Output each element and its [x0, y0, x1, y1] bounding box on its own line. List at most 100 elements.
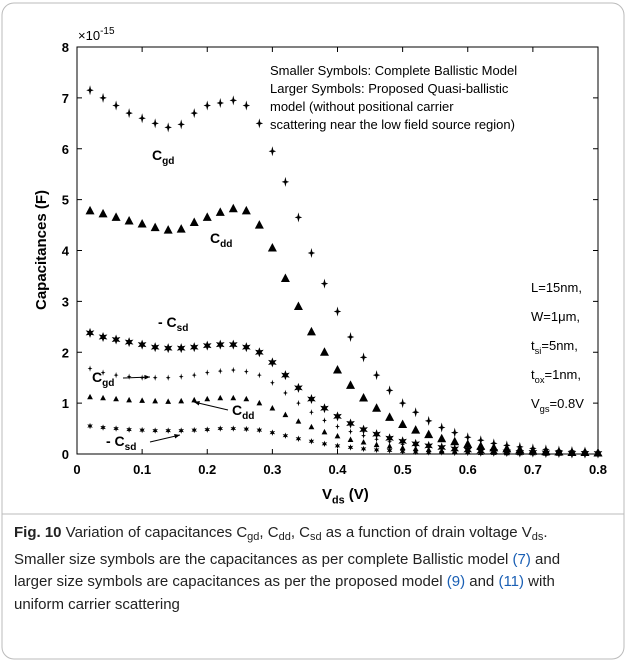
data-point — [359, 352, 368, 363]
data-point — [165, 427, 171, 434]
data-point — [412, 448, 419, 456]
data-point — [361, 432, 366, 439]
data-point — [124, 215, 134, 225]
data-point — [437, 422, 446, 433]
caption-link[interactable]: (9) — [446, 573, 466, 590]
data-point — [556, 450, 562, 458]
data-point — [451, 449, 458, 457]
data-point — [269, 405, 276, 411]
y-tick-label: 3 — [62, 294, 69, 309]
y-tick-label: 6 — [62, 142, 69, 157]
data-point — [217, 367, 223, 375]
data-point — [348, 428, 353, 435]
param-line-suffix: =1nm, — [545, 367, 582, 382]
data-point — [385, 385, 394, 396]
data-point — [216, 97, 225, 108]
data-point — [346, 418, 355, 429]
data-point — [241, 342, 251, 353]
data-point — [595, 450, 601, 458]
data-point — [359, 424, 368, 435]
x-axis-label-suffix: (V) — [345, 486, 369, 503]
data-point — [204, 395, 211, 402]
caption-plain: , C — [259, 524, 279, 541]
param-line: Vgs=0.8V — [531, 396, 584, 414]
data-point — [347, 444, 354, 451]
data-point — [269, 429, 276, 436]
data-point — [400, 441, 406, 448]
data-point — [230, 394, 237, 401]
data-point — [464, 432, 472, 443]
data-point — [347, 436, 354, 442]
data-point — [256, 371, 262, 379]
data-point — [137, 219, 147, 228]
data-point — [399, 444, 406, 451]
data-point — [189, 342, 199, 353]
curve-label: Cgd — [92, 369, 114, 389]
data-point — [269, 379, 275, 386]
data-point — [242, 100, 251, 111]
data-point — [320, 403, 329, 414]
data-point — [411, 425, 421, 434]
data-point — [255, 118, 264, 129]
data-point — [307, 248, 316, 259]
data-point — [268, 146, 277, 157]
data-point — [294, 212, 303, 223]
note-line: scattering near the low field source reg… — [270, 117, 515, 132]
curve-label-main: C — [152, 147, 162, 163]
data-point — [126, 396, 132, 403]
data-point — [411, 407, 420, 418]
data-point — [229, 95, 238, 106]
data-point — [178, 427, 184, 434]
data-point — [307, 394, 316, 405]
data-point — [217, 425, 224, 432]
data-point — [373, 441, 380, 448]
data-point — [424, 429, 434, 439]
x-tick-label: 0.3 — [263, 462, 281, 477]
data-point — [281, 370, 290, 381]
y-multiplier-exponent: -15 — [100, 26, 115, 37]
data-point — [230, 425, 237, 432]
note-line: Larger Symbols: Proposed Quasi-ballistic — [270, 81, 509, 96]
data-point — [296, 399, 301, 407]
data-point — [126, 426, 132, 433]
y-tick-label: 5 — [62, 193, 69, 208]
caption-link[interactable]: (11) — [498, 573, 525, 590]
data-point — [176, 343, 186, 354]
data-point — [504, 450, 510, 457]
data-point — [139, 397, 146, 403]
caption-sub: ds — [531, 531, 544, 543]
data-point — [98, 331, 108, 342]
param-line-main: L=15nm, — [531, 280, 582, 295]
data-point — [333, 411, 342, 422]
data-point — [202, 212, 212, 221]
data-point — [283, 389, 288, 397]
caption-link[interactable]: (7) — [512, 550, 531, 568]
data-point — [281, 176, 290, 187]
data-point — [256, 426, 263, 434]
data-point — [267, 242, 277, 252]
param-line-sub: ox — [535, 375, 545, 385]
data-point — [228, 339, 238, 350]
param-line-main: t — [531, 367, 535, 382]
data-point — [412, 445, 419, 452]
data-point — [334, 432, 341, 439]
curve-label-sub: gd — [102, 378, 114, 389]
data-point — [476, 441, 486, 450]
data-point — [87, 365, 93, 372]
data-point — [113, 395, 119, 402]
x-tick-label: 0.5 — [394, 462, 412, 477]
data-point — [425, 449, 432, 456]
data-point — [477, 435, 485, 446]
data-point — [100, 424, 106, 431]
x-tick-label: 0.2 — [198, 462, 216, 477]
caption-plain: with uniform carrier scattering — [14, 573, 555, 613]
data-point — [191, 396, 198, 403]
data-point — [138, 113, 146, 124]
x-tick-label: 0 — [73, 462, 80, 477]
data-point — [113, 425, 119, 432]
y-tick-label: 1 — [62, 396, 69, 411]
data-point — [190, 108, 198, 119]
caption: Fig. 10 Variation of capacitances Cgd, C… — [14, 522, 574, 616]
data-point — [189, 217, 199, 227]
